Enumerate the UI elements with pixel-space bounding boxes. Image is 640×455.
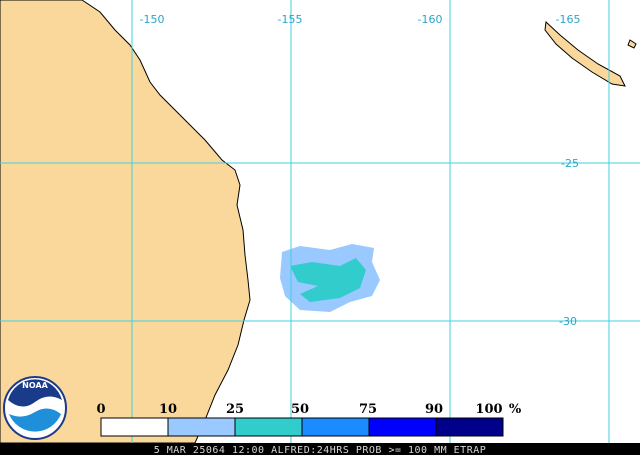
prob-25-50 [290, 258, 366, 302]
logo-text: NOAA [22, 381, 48, 390]
noaa-logo: NOAA [3, 376, 67, 440]
footer-bar [0, 443, 640, 455]
legend-label: 50 [291, 402, 309, 417]
legend-label: 25 [226, 402, 244, 417]
longitude-label: -155 [278, 13, 303, 26]
logo-top [8, 379, 62, 407]
legend-swatch [234, 417, 303, 437]
legend-label: 10 [159, 402, 177, 417]
legend-swatch [368, 417, 437, 437]
legend-label: 90 [425, 402, 443, 417]
new-caledonia [544, 20, 626, 87]
graticule [0, 0, 640, 443]
legend-swatch [301, 417, 370, 437]
legend-swatch [435, 417, 504, 437]
island [627, 39, 637, 49]
longitude-label: -165 [556, 13, 581, 26]
latitude-label: -25 [561, 157, 579, 170]
legend-label: 75 [359, 402, 377, 417]
legend: 0 10 25 50 75 90 100 % [96, 402, 522, 437]
legend-label: 0 [96, 402, 105, 417]
footer-text: 5 MAR 25064 12:00 ALFRED:24HRS PROB >= 1… [154, 445, 487, 455]
australia-coast [0, 0, 251, 444]
longitude-label: -160 [418, 13, 443, 26]
latitude-label: -30 [559, 315, 577, 328]
logo-bottom [9, 408, 61, 432]
legend-unit: % [509, 402, 522, 417]
legend-swatch [167, 417, 236, 437]
legend-label: 100 [475, 402, 502, 417]
legend-swatch [100, 417, 169, 437]
longitude-label: -150 [140, 13, 165, 26]
